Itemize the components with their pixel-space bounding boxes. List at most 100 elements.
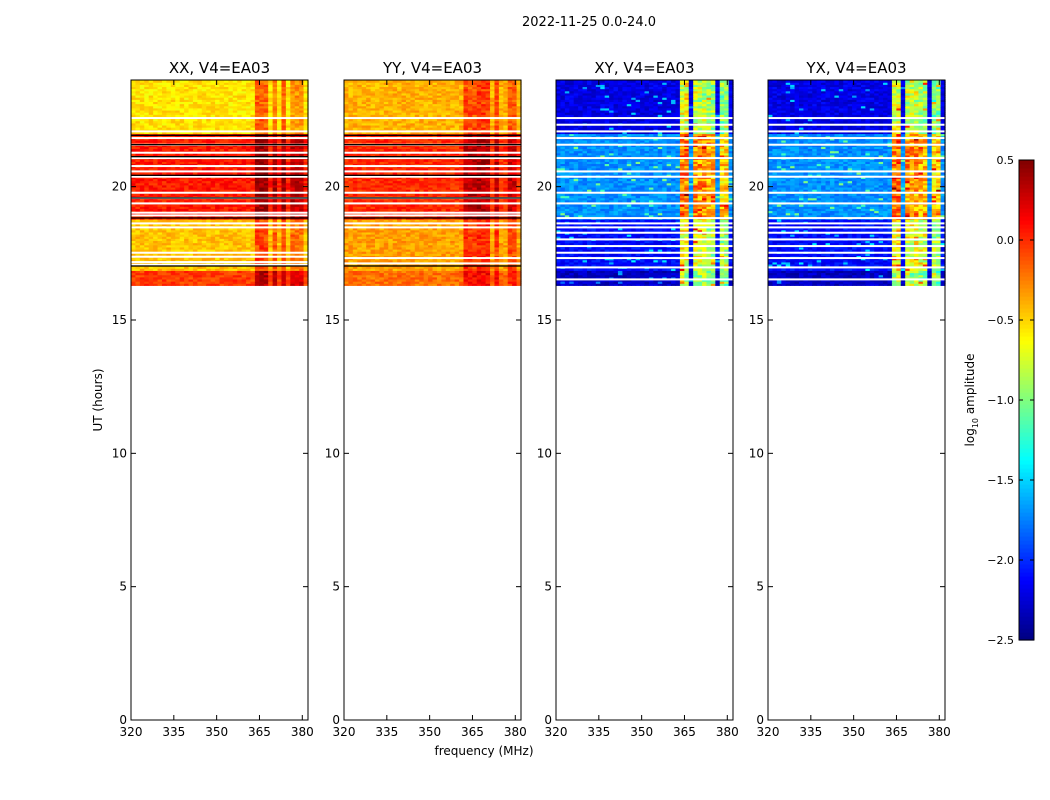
heatmap-cell (219, 259, 225, 263)
heatmap-cell (228, 229, 234, 233)
heatmap-cell (259, 248, 265, 252)
heatmap-cell (166, 278, 172, 282)
heatmap-cell (254, 208, 260, 212)
heatmap-cell (144, 272, 150, 276)
heatmap-cell (188, 171, 194, 175)
heatmap-cell (131, 270, 137, 274)
heatmap-cell (285, 268, 291, 271)
heatmap-cell (197, 236, 203, 239)
heatmap-cell (197, 206, 203, 209)
heatmap-cell (192, 199, 198, 203)
heatmap-cell (144, 257, 150, 261)
heatmap-cell (166, 182, 172, 186)
flag-gap (131, 222, 308, 225)
heatmap-cell (139, 240, 145, 244)
heatmap-cell (131, 274, 137, 278)
heatmap-cell (250, 193, 256, 197)
heatmap-cell (246, 229, 252, 233)
heatmap-cell (290, 238, 296, 242)
heatmap-cell (192, 206, 198, 209)
heatmap-cell (250, 229, 256, 233)
heatmap-cell (215, 180, 221, 184)
heatmap-cell (161, 171, 167, 175)
heatmap-cell (184, 199, 190, 203)
heatmap-cell (250, 204, 256, 207)
heatmap-cell (215, 206, 221, 209)
heatmap-cell (250, 231, 256, 235)
flag-line (131, 144, 308, 146)
heatmap-cell (277, 253, 283, 256)
heatmap-cell (299, 223, 305, 227)
heatmap-cell (210, 189, 216, 192)
heatmap-cell (157, 242, 163, 246)
heatmap-cell (197, 208, 203, 212)
heatmap-cell (175, 184, 181, 188)
heatmap-cell (294, 248, 300, 252)
heatmap-cell (188, 244, 194, 248)
heatmap-cell (219, 274, 225, 278)
heatmap-cell (179, 253, 185, 256)
heatmap-cell (254, 259, 260, 263)
heatmap-cell (166, 283, 172, 286)
heatmap-cell (161, 268, 167, 271)
heatmap-cell (228, 171, 234, 175)
heatmap-cell (303, 199, 309, 203)
heatmap-cell (215, 212, 221, 216)
heatmap-cell (285, 261, 291, 265)
heatmap-cell (192, 234, 198, 237)
heatmap-cell (250, 283, 256, 286)
heatmap-cell (294, 240, 300, 244)
heatmap-cell (290, 229, 296, 233)
heatmap-cell (237, 234, 243, 237)
heatmap-cell (135, 231, 141, 235)
heatmap-cell (281, 238, 287, 242)
heatmap-cell (294, 199, 300, 203)
heatmap-cell (219, 195, 225, 199)
heatmap-cell (268, 227, 274, 231)
heatmap-cell (201, 268, 207, 271)
heatmap-cell (131, 189, 137, 192)
heatmap-cell (250, 259, 256, 263)
heatmap-cell (197, 276, 203, 280)
heatmap-cell (290, 259, 296, 263)
heatmap-cell (294, 182, 300, 186)
heatmap-cell (277, 248, 283, 252)
heatmap-cell (219, 212, 225, 216)
heatmap-cell (170, 246, 176, 250)
heatmap-cell (144, 182, 150, 186)
heatmap-cell (188, 242, 194, 246)
heatmap-cell (228, 270, 234, 274)
heatmap-cell (157, 219, 163, 222)
flag-gap (131, 130, 308, 133)
heatmap-cell (215, 257, 221, 261)
heatmap-cell (179, 212, 185, 216)
heatmap-cell (219, 281, 225, 284)
heatmap-cell (206, 193, 212, 197)
heatmap-cell (170, 204, 176, 207)
heatmap-cell (131, 219, 137, 222)
heatmap-cell (237, 248, 243, 252)
heatmap-cell (201, 246, 207, 250)
heatmap-cell (153, 270, 159, 274)
heatmap-cell (232, 272, 238, 276)
heatmap-cell (157, 184, 163, 188)
heatmap-cell (179, 193, 185, 197)
heatmap-cell (161, 281, 167, 284)
heatmap-cell (254, 186, 260, 190)
heatmap-cell (259, 223, 265, 227)
heatmap-cell (144, 199, 150, 203)
heatmap-cell (201, 171, 207, 175)
heatmap-cell (153, 234, 159, 237)
heatmap-cell (135, 171, 141, 175)
heatmap-cell (197, 189, 203, 192)
heatmap-cell (197, 283, 203, 286)
heatmap-cell (175, 189, 181, 192)
heatmap-cell (153, 193, 159, 197)
heatmap-cell (250, 281, 256, 284)
heatmap-cell (215, 244, 221, 248)
heatmap-cell (175, 274, 181, 278)
heatmap-cell (303, 240, 309, 244)
heatmap-cell (299, 261, 305, 265)
heatmap-cell (299, 195, 305, 199)
heatmap-cell (268, 178, 274, 182)
